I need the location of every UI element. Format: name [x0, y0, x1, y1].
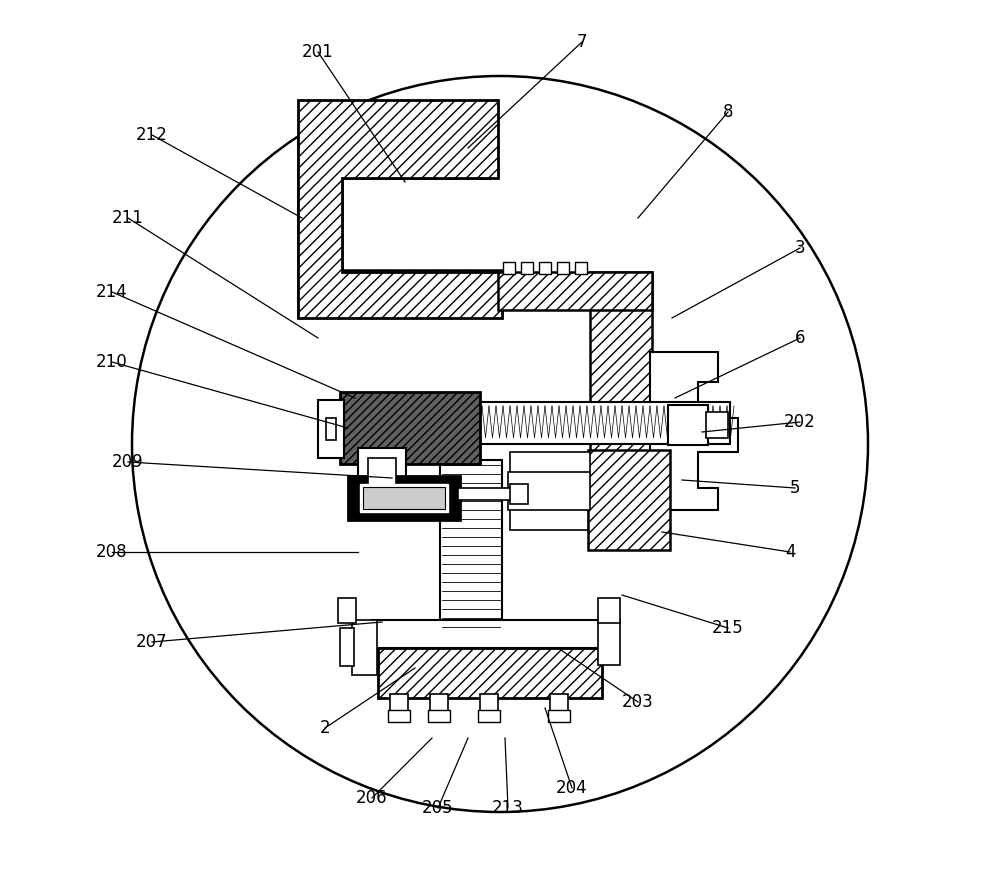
Polygon shape — [588, 450, 670, 550]
Polygon shape — [521, 262, 533, 274]
Polygon shape — [298, 175, 342, 277]
Polygon shape — [338, 598, 356, 623]
Polygon shape — [668, 405, 708, 445]
Polygon shape — [390, 694, 408, 712]
Polygon shape — [340, 392, 480, 464]
Polygon shape — [510, 452, 590, 474]
Text: 207: 207 — [136, 633, 168, 651]
Polygon shape — [503, 262, 515, 274]
Polygon shape — [358, 448, 406, 496]
Polygon shape — [428, 710, 450, 722]
Polygon shape — [510, 508, 588, 530]
Text: 3: 3 — [795, 239, 805, 257]
Polygon shape — [508, 472, 590, 510]
Polygon shape — [348, 476, 460, 520]
Polygon shape — [498, 272, 652, 310]
Polygon shape — [430, 694, 448, 712]
Polygon shape — [298, 270, 502, 315]
Text: 213: 213 — [492, 799, 524, 817]
Polygon shape — [590, 272, 652, 510]
Text: 6: 6 — [795, 329, 805, 347]
Polygon shape — [298, 138, 490, 178]
Polygon shape — [478, 710, 500, 722]
Polygon shape — [352, 620, 377, 675]
Polygon shape — [548, 710, 570, 722]
Polygon shape — [440, 102, 495, 140]
Polygon shape — [363, 487, 445, 509]
Text: 4: 4 — [785, 543, 795, 561]
Text: 8: 8 — [723, 103, 733, 121]
Polygon shape — [298, 100, 502, 318]
Polygon shape — [372, 620, 600, 648]
Polygon shape — [598, 598, 620, 623]
Text: 2: 2 — [320, 719, 330, 737]
Polygon shape — [458, 488, 513, 500]
Polygon shape — [368, 458, 396, 486]
Text: 212: 212 — [136, 126, 168, 144]
Text: 209: 209 — [112, 453, 144, 471]
Polygon shape — [440, 460, 502, 640]
Polygon shape — [338, 402, 730, 444]
Polygon shape — [360, 484, 448, 512]
Text: 5: 5 — [790, 479, 800, 497]
Polygon shape — [557, 262, 569, 274]
Text: 201: 201 — [302, 43, 334, 61]
Polygon shape — [575, 262, 587, 274]
Text: 214: 214 — [96, 283, 128, 301]
Polygon shape — [378, 648, 602, 698]
Text: 204: 204 — [556, 779, 588, 797]
Polygon shape — [340, 628, 354, 666]
Text: 202: 202 — [784, 413, 816, 431]
Polygon shape — [650, 352, 738, 510]
Polygon shape — [598, 620, 620, 665]
Polygon shape — [388, 710, 410, 722]
Text: 208: 208 — [96, 543, 128, 561]
Polygon shape — [510, 484, 528, 504]
Text: 205: 205 — [422, 799, 454, 817]
Polygon shape — [706, 412, 728, 438]
Polygon shape — [550, 694, 568, 712]
Text: 7: 7 — [577, 33, 587, 51]
Polygon shape — [326, 418, 336, 440]
Polygon shape — [318, 400, 344, 458]
Text: 211: 211 — [112, 209, 144, 227]
Text: 210: 210 — [96, 353, 128, 371]
Text: 203: 203 — [622, 693, 654, 711]
Text: 206: 206 — [356, 789, 388, 807]
Text: 215: 215 — [712, 619, 744, 637]
Polygon shape — [539, 262, 551, 274]
Polygon shape — [480, 694, 498, 712]
